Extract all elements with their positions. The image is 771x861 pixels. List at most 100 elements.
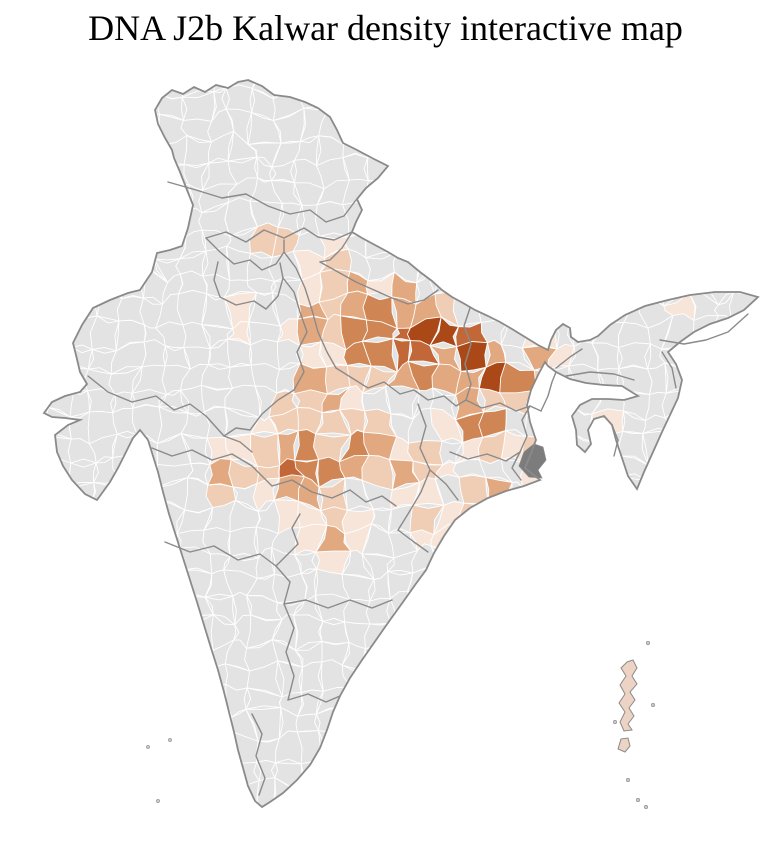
district-cell[interactable] [300, 760, 330, 787]
district-cell[interactable] [0, 707, 28, 739]
district-cell[interactable] [687, 717, 719, 744]
district-cell[interactable] [736, 338, 764, 367]
district-cell[interactable] [86, 830, 112, 853]
district-cell[interactable] [346, 775, 373, 811]
district-cell[interactable] [71, 643, 92, 671]
district-cell[interactable] [553, 484, 579, 514]
district-cell[interactable] [569, 568, 602, 604]
district-cell[interactable] [0, 64, 28, 96]
district-cell[interactable] [0, 479, 33, 512]
district-cell[interactable] [684, 407, 720, 437]
district-cell[interactable] [40, 360, 75, 394]
andaman-main-island[interactable] [618, 659, 638, 732]
district-cell[interactable] [573, 62, 598, 95]
district-cell[interactable] [553, 522, 571, 553]
district-cell[interactable] [690, 72, 715, 99]
district-cell[interactable] [760, 202, 771, 230]
district-cell[interactable] [112, 109, 137, 145]
district-cell[interactable] [42, 592, 73, 624]
district-cell[interactable] [480, 831, 510, 856]
district-cell[interactable] [431, 153, 459, 190]
district-cell[interactable] [115, 594, 142, 623]
district-cell[interactable] [705, 783, 744, 808]
district-cell[interactable] [621, 160, 650, 185]
district-cell[interactable] [756, 221, 771, 258]
district-cell[interactable] [408, 93, 444, 122]
district-cell[interactable] [637, 734, 667, 764]
district-cell[interactable] [572, 714, 605, 739]
district-cell[interactable] [48, 110, 76, 140]
district-cell[interactable] [751, 590, 771, 629]
district-cell[interactable] [567, 112, 595, 142]
district-cell[interactable] [389, 590, 413, 626]
district-cell[interactable] [672, 431, 695, 463]
district-cell[interactable] [434, 96, 468, 121]
district-cell[interactable] [590, 62, 629, 101]
district-cell[interactable] [502, 65, 529, 98]
district-cell[interactable] [0, 113, 20, 143]
district-cell[interactable] [22, 575, 48, 604]
district-cell[interactable] [21, 618, 54, 652]
district-cell[interactable] [661, 69, 697, 99]
district-cell[interactable] [522, 67, 557, 101]
district-cell[interactable] [453, 549, 486, 578]
district-cell[interactable] [546, 91, 578, 118]
district-cell[interactable] [570, 254, 595, 275]
district-cell[interactable] [521, 483, 560, 505]
district-cell[interactable] [479, 112, 512, 145]
district-cell[interactable] [735, 481, 759, 511]
district-cell[interactable] [159, 203, 191, 238]
district-cell[interactable] [751, 523, 771, 560]
district-cell[interactable] [410, 202, 432, 232]
district-cell[interactable] [503, 250, 534, 280]
district-cell[interactable] [109, 709, 146, 739]
district-cell[interactable] [547, 708, 582, 744]
district-cell[interactable] [430, 569, 460, 602]
district-cell[interactable] [681, 617, 716, 649]
district-cell[interactable] [410, 226, 439, 251]
district-cell[interactable] [636, 226, 675, 255]
district-cell[interactable] [706, 226, 737, 259]
district-cell[interactable] [503, 548, 532, 576]
district-cell[interactable] [568, 522, 599, 559]
district-cell[interactable] [452, 111, 483, 147]
district-cell[interactable] [386, 798, 421, 826]
district-cell[interactable] [574, 208, 605, 232]
district-cell[interactable] [712, 729, 734, 765]
district-cell[interactable] [683, 733, 719, 770]
district-cell[interactable] [49, 202, 72, 235]
district-cell[interactable] [755, 620, 771, 648]
district-cell[interactable] [21, 435, 43, 461]
district-cell[interactable] [162, 547, 184, 580]
district-cell[interactable] [390, 822, 417, 857]
district-cell[interactable] [707, 158, 743, 187]
district-cell[interactable] [703, 665, 739, 695]
district-cell[interactable] [498, 569, 537, 604]
district-cell[interactable] [202, 729, 233, 765]
district-cell[interactable] [386, 691, 420, 722]
district-cell[interactable] [709, 209, 735, 229]
district-cell[interactable] [708, 338, 741, 375]
district-cell[interactable] [506, 295, 536, 323]
district-cell[interactable] [44, 753, 76, 785]
district-cell[interactable] [592, 641, 624, 673]
district-cell[interactable] [48, 249, 74, 281]
district-cell[interactable] [37, 457, 72, 489]
district-cell[interactable] [156, 613, 192, 646]
district-cell[interactable] [130, 185, 161, 207]
district-cell[interactable] [545, 667, 582, 694]
district-cell[interactable] [5, 803, 28, 827]
district-cell[interactable] [84, 798, 121, 830]
district-cell[interactable] [595, 823, 618, 847]
district-cell[interactable] [662, 682, 691, 721]
district-cell[interactable] [63, 176, 98, 205]
district-cell[interactable] [182, 668, 209, 691]
district-cell[interactable] [751, 804, 771, 833]
district-cell[interactable] [591, 109, 624, 146]
district-cell[interactable] [455, 177, 489, 212]
district-cell[interactable] [642, 479, 666, 503]
district-cell[interactable] [613, 598, 648, 629]
district-cell[interactable] [729, 590, 757, 628]
district-cell[interactable] [114, 48, 138, 70]
district-cell[interactable] [685, 763, 716, 788]
